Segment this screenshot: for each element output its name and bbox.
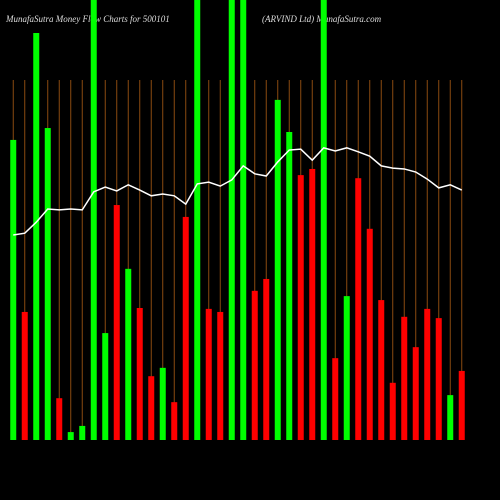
chart-title: MunafaSutra Money Flow Charts for 500101 bbox=[5, 14, 170, 24]
bar bbox=[343, 296, 350, 440]
bar bbox=[366, 228, 373, 440]
bar bbox=[309, 168, 316, 440]
bar bbox=[194, 0, 201, 440]
bar bbox=[412, 347, 419, 440]
bar bbox=[205, 308, 212, 440]
bar bbox=[332, 358, 339, 440]
bar bbox=[113, 205, 120, 440]
bar bbox=[21, 311, 28, 440]
bar bbox=[159, 367, 166, 440]
bar bbox=[378, 300, 385, 440]
bar bbox=[274, 99, 281, 440]
bar bbox=[297, 175, 304, 440]
bar bbox=[447, 395, 454, 440]
bar bbox=[102, 333, 109, 440]
bar bbox=[435, 318, 442, 440]
bar bbox=[458, 370, 465, 440]
bar bbox=[355, 178, 362, 440]
bar bbox=[67, 432, 74, 440]
bar bbox=[251, 290, 258, 440]
bar bbox=[389, 382, 396, 440]
bar bbox=[240, 0, 247, 440]
bar bbox=[33, 33, 40, 440]
bar bbox=[148, 376, 155, 440]
bar bbox=[56, 398, 63, 440]
bar bbox=[320, 0, 327, 440]
money-flow-line bbox=[13, 146, 463, 236]
bar bbox=[90, 0, 97, 440]
bar bbox=[424, 308, 431, 440]
bar bbox=[171, 402, 178, 440]
bar bbox=[263, 278, 270, 440]
bar bbox=[228, 0, 235, 440]
bar bbox=[10, 139, 17, 441]
bar bbox=[217, 311, 224, 440]
bar bbox=[125, 268, 132, 440]
bar bbox=[286, 132, 293, 440]
bar bbox=[401, 316, 408, 440]
bar bbox=[136, 308, 143, 440]
bar bbox=[44, 128, 51, 441]
bar bbox=[182, 216, 189, 440]
bar bbox=[79, 425, 86, 440]
